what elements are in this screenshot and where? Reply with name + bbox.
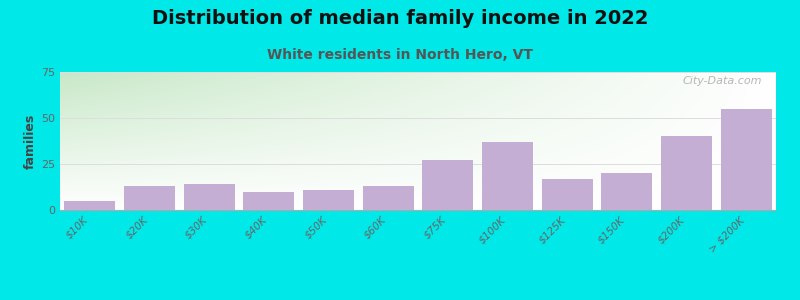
Text: Distribution of median family income in 2022: Distribution of median family income in … (152, 9, 648, 28)
Bar (661, 136, 712, 210)
Bar (422, 160, 473, 210)
Bar (602, 173, 652, 210)
Bar (542, 179, 593, 210)
Bar (363, 186, 414, 210)
Bar (124, 186, 175, 210)
Text: City-Data.com: City-Data.com (682, 76, 762, 86)
Bar (482, 142, 533, 210)
Bar (184, 184, 234, 210)
Text: White residents in North Hero, VT: White residents in North Hero, VT (267, 48, 533, 62)
Y-axis label: families: families (24, 113, 37, 169)
Bar (721, 109, 771, 210)
Bar (65, 201, 115, 210)
Bar (303, 190, 354, 210)
Bar (243, 192, 294, 210)
